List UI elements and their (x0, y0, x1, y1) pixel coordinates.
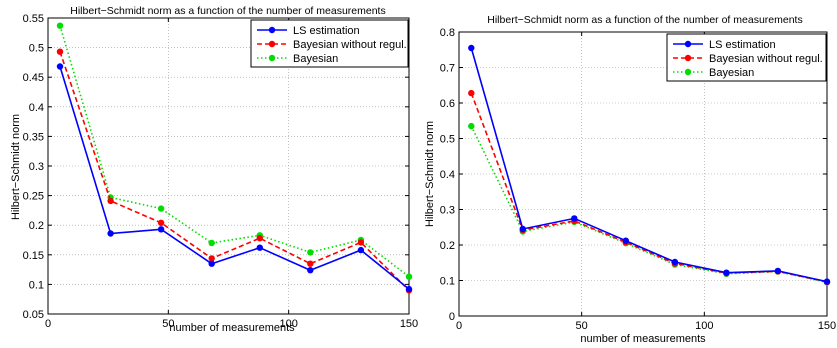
data-point (256, 235, 263, 242)
data-point (357, 239, 365, 246)
y-axis-label: Hilbert−Schmidt norm (424, 121, 436, 227)
data-point (107, 197, 114, 205)
y-tick-label: 0.25 (23, 191, 44, 203)
x-axis-label: number of measurements (580, 333, 706, 345)
data-point (256, 244, 263, 251)
data-point (208, 239, 215, 247)
y-tick-label: 0.55 (23, 13, 44, 25)
x-tick-label: 0 (45, 318, 51, 330)
y-tick-label: 0.2 (440, 240, 455, 252)
y-tick-label: 0.8 (440, 27, 455, 39)
data-point (571, 215, 578, 222)
legend: LS estimation Bayesian without regul. Baye… (666, 33, 827, 82)
y-tick-label: 0.4 (440, 169, 455, 181)
y-tick-label: 0.1 (29, 279, 44, 291)
data-point (208, 260, 215, 267)
data-point (671, 258, 679, 266)
data-point (823, 278, 831, 285)
y-tick-label: 0.5 (440, 134, 455, 146)
data-point (774, 267, 782, 275)
legend-label: LS estimation (293, 25, 360, 37)
data-point (157, 205, 165, 212)
y-tick-label: 0.4 (29, 102, 44, 114)
data-point (468, 44, 475, 52)
legend-marker (268, 54, 276, 62)
y-tick-label: 0.3 (29, 161, 44, 173)
data-point (307, 260, 314, 267)
y-tick-label: 0.05 (23, 309, 44, 321)
data-point (307, 249, 314, 256)
gridlines (48, 18, 409, 314)
y-tick-label: 0.3 (440, 205, 455, 217)
x-tick-label: 150 (818, 320, 836, 332)
series-line-1 (59, 51, 410, 291)
data-point (56, 63, 64, 70)
x-axis-label: number of measurements (169, 322, 295, 334)
data-point (208, 255, 215, 262)
series-line-0 (470, 47, 828, 283)
data-point (723, 269, 730, 276)
y-axis-label: Hilbert−Schmidt norm (10, 114, 22, 220)
data-point (468, 89, 475, 97)
left-chart: Hilbert−Schmidt norm as a function of th… (10, 5, 418, 334)
data-point (157, 226, 165, 233)
ticks: 0 50 100 150 0.05 0.1 0.15 0.2 0.25 0.3 0.35 0.4 0.4… (23, 13, 419, 330)
series-group (56, 22, 413, 294)
data-point (56, 22, 64, 29)
x-tick-label: 150 (400, 318, 418, 330)
legend-marker (684, 68, 692, 76)
series-line-0 (59, 66, 410, 290)
data-point (307, 267, 314, 274)
right-chart: Hilbert−Schmidt norm as a function of th… (424, 14, 836, 345)
data-point (519, 225, 526, 233)
x-tick-label: 50 (576, 320, 588, 332)
y-tick-label: 0.15 (23, 250, 44, 262)
y-tick-label: 0.5 (29, 43, 44, 55)
data-point (157, 219, 165, 226)
series-line-2 (470, 125, 828, 284)
legend-label: Bayesian without regul. (709, 53, 823, 65)
data-point (622, 237, 629, 244)
legend-label: Bayesian (709, 67, 754, 79)
chart-title: Hilbert−Schmidt norm as a function of th… (70, 5, 385, 17)
y-tick-label: 0.6 (440, 98, 455, 110)
y-tick-label: 0.45 (23, 72, 44, 84)
y-tick-label: 0.7 (440, 63, 455, 75)
series-group (468, 44, 831, 286)
legend-label: Bayesian (293, 53, 338, 65)
y-tick-label: 0.35 (23, 131, 44, 143)
legend-marker (268, 26, 276, 34)
y-tick-label: 0.1 (440, 276, 455, 288)
x-tick-label: 100 (695, 320, 713, 332)
x-tick-label: 0 (456, 320, 462, 332)
x-tick-label: 100 (279, 318, 297, 330)
data-point (56, 48, 64, 55)
chart-title: Hilbert−Schmidt norm as a function of th… (487, 14, 802, 26)
legend: LS estimation Bayesian without regul. Baye… (250, 19, 409, 68)
series-line-2 (59, 25, 410, 278)
data-point (405, 285, 413, 293)
legend-marker (684, 54, 692, 62)
x-tick-label: 50 (162, 318, 174, 330)
y-tick-label: 0 (449, 311, 455, 323)
y-tick-label: 0.2 (29, 220, 44, 232)
legend-label: Bayesian without regul. (293, 39, 407, 51)
data-point (468, 122, 475, 130)
legend-marker (268, 40, 276, 48)
data-point (107, 230, 114, 237)
legend-label: LS estimation (709, 39, 776, 51)
legend-marker (684, 40, 692, 48)
data-point (405, 273, 413, 280)
data-point (357, 246, 365, 254)
